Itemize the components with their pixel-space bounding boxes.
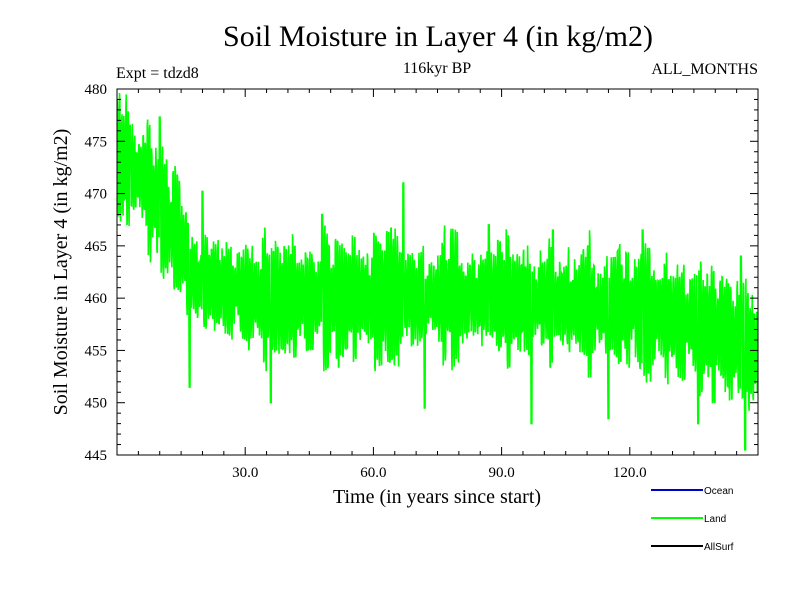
legend-label-land: Land bbox=[704, 514, 726, 525]
y-tick-label: 470 bbox=[85, 187, 108, 203]
y-tick-label: 455 bbox=[85, 343, 108, 359]
y-axis-label: Soil Moisture in Layer 4 (in kg/m2) bbox=[50, 129, 72, 416]
x-axis-label: Time (in years since start) bbox=[333, 486, 541, 508]
x-tick-label: 60.0 bbox=[360, 465, 386, 481]
y-axis: 445 450 455 460 465 470 475 480 bbox=[85, 82, 758, 464]
x-tick-label: 30.0 bbox=[232, 465, 258, 481]
months-label: ALL_MONTHS bbox=[651, 61, 758, 78]
y-tick-label: 445 bbox=[85, 448, 108, 464]
x-tick-label: 90.0 bbox=[488, 465, 514, 481]
period-label: 116kyr BP bbox=[403, 60, 471, 77]
y-tick-label: 480 bbox=[85, 82, 108, 98]
y-tick-label: 465 bbox=[85, 239, 108, 255]
legend-label-allsurf: AllSurf bbox=[704, 542, 734, 553]
x-tick-label: 120.0 bbox=[613, 465, 647, 481]
chart-title: Soil Moisture in Layer 4 (in kg/m2) bbox=[223, 20, 653, 53]
legend: Ocean Land AllSurf bbox=[651, 486, 734, 553]
legend-label-ocean: Ocean bbox=[704, 486, 733, 497]
experiment-label: Expt = tdzd8 bbox=[116, 65, 199, 82]
series-layer bbox=[117, 92, 758, 451]
land-series-line bbox=[117, 92, 758, 451]
y-tick-label: 475 bbox=[85, 134, 108, 150]
x-axis: 30.0 60.0 90.0 120.0 bbox=[116, 89, 759, 481]
y-tick-label: 450 bbox=[85, 396, 108, 412]
y-tick-label: 460 bbox=[85, 291, 108, 307]
